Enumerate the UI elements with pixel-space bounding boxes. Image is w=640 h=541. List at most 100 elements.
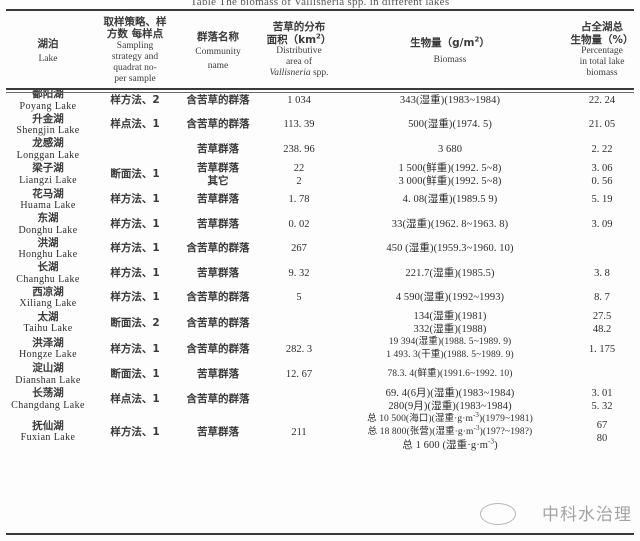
- cell-area-line: 12. 67: [285, 368, 313, 380]
- cell-percentage-line: 3. 06: [591, 162, 613, 174]
- cell-community: 含苦草的群落: [174, 310, 262, 336]
- cell-sampling-line: 样方法、1: [110, 291, 160, 304]
- lake-name-cn: 长湖: [37, 261, 59, 273]
- cell-percentage: 3. 09: [564, 212, 640, 237]
- cell-sampling-line: 样点法、1: [110, 118, 160, 131]
- cell-sampling-line: 样方法、1: [110, 342, 160, 355]
- cell-lake: 升金湖 Shengjin Lake: [0, 113, 96, 138]
- cell-community-line: 苦草群落: [197, 161, 239, 174]
- cell-area: 9. 32: [262, 261, 336, 286]
- cell-community: 含苦草的群落: [174, 336, 262, 362]
- cell-biomass-line: 134(湿重)(1981): [413, 311, 487, 322]
- cell-sampling-line: 样方法、1: [110, 242, 160, 255]
- cell-biomass: 221.7(湿重)(1985.5): [336, 261, 564, 286]
- column-header-biomass: 生物量（g/m2） Biomass: [336, 12, 564, 88]
- table-row: 长湖 Changhu Lake 样方法、1 苦草群落 9. 32 221.7(湿重)(19…: [0, 261, 640, 286]
- lake-name-en: Changhu Lake: [16, 273, 80, 285]
- lake-name-cn: 升金湖: [32, 112, 64, 125]
- lake-name-en: Changdang Lake: [11, 399, 85, 411]
- cell-area-line: 9. 32: [288, 267, 310, 279]
- cell-area-line: 238. 96: [283, 143, 315, 155]
- cell-percentage-line: 27.5: [592, 311, 612, 322]
- header-en-line: Percentage: [581, 46, 623, 56]
- cell-community-line: 含苦草的群落: [186, 393, 250, 405]
- lake-name-en: Xiliang Lake: [19, 298, 77, 309]
- table-row: 花马湖 Huama Lake 样方法、1 苦草群落 1. 78 4. 08(湿重)(198…: [0, 188, 640, 213]
- column-header-sampling: 取样策略、样 方数 每样点 Sampling strategy and quad…: [96, 12, 174, 88]
- header-en-line: Sampling: [116, 40, 154, 51]
- header-en-line: biomass: [586, 68, 618, 78]
- cell-area-line: 0. 02: [288, 218, 310, 230]
- cell-percentage: 21. 05: [564, 113, 640, 138]
- lake-name-cn: 洪湖: [37, 236, 59, 249]
- cell-lake: 龙感湖 Longgan Lake: [0, 137, 96, 162]
- cell-lake: 鄱阳湖 Poyang Lake: [0, 88, 96, 113]
- vallisneria-biomass-table: 湖泊 Lake 取样策略、样 方数 每样点 Sampling strategy …: [0, 12, 640, 452]
- table-row: 太湖 Taihu Lake 断面法、2 含苦草的群落 134(湿重)(1981) 332(…: [0, 310, 640, 336]
- cell-biomass: 4. 08(湿重)(1989.5 9): [336, 188, 564, 213]
- cell-lake: 洪湖 Honghu Lake: [0, 237, 96, 262]
- table-row: 东湖 Donghu Lake 样方法、1 苦草群落 0. 02 33(湿重)(1962. …: [0, 212, 640, 237]
- table-row: 洪泽湖 Hongze Lake 样方法、1 含苦草的群落 282. 3 19 394(湿重…: [0, 336, 640, 362]
- cell-percentage: [564, 237, 640, 262]
- cell-community: 苦草群落: [174, 261, 262, 286]
- header-en-line: Lake: [38, 53, 58, 64]
- lake-name-cn: 鄱阳湖: [32, 88, 64, 100]
- cell-sampling-line: 断面法、2: [110, 316, 160, 329]
- cell-sampling: 样方法、2: [96, 88, 174, 113]
- lake-name-cn: 龙感湖: [32, 137, 64, 149]
- column-header-percentage: 占全湖总 生物量（%） Percentage in total lake bio…: [564, 12, 640, 88]
- cell-community-line: 苦草群落: [197, 266, 239, 279]
- cell-biomass-line: 78.3. 4(鲜重)(1991.6~1992. 10): [387, 368, 513, 379]
- cell-community-line: 含苦草的群落: [186, 242, 250, 255]
- cell-biomass-line: 332(湿重)(1988): [413, 324, 487, 335]
- cell-lake: 长湖 Changhu Lake: [0, 261, 96, 286]
- cell-percentage-line: 2. 22: [591, 143, 613, 155]
- cell-community-line: 苦草群落: [197, 193, 239, 206]
- cell-biomass: 343(湿重)(1983~1984): [336, 88, 564, 113]
- cell-biomass: 69. 4(6月)(湿重)(1983~1984) 280(9月)(湿重)(1983…: [336, 387, 564, 413]
- cell-sampling: 样方法、1: [96, 336, 174, 362]
- rule-bottom: [6, 533, 634, 535]
- cell-biomass-line: 总 18 800(张营)(湿重·g·m-3)(197?~198?): [367, 423, 533, 437]
- column-header-lake: 湖泊 Lake: [0, 12, 96, 88]
- lake-name-en: Hongze Lake: [19, 349, 77, 361]
- cell-community-line: 含苦草的群落: [186, 316, 250, 329]
- cell-percentage-line: 67: [596, 420, 608, 431]
- lake-name-cn: 淀山湖: [32, 362, 64, 374]
- cell-community: 含苦草的群落: [174, 88, 262, 113]
- table-row: 洪湖 Honghu Lake 样方法、1 含苦草的群落 267 450 (湿重)(1959…: [0, 237, 640, 262]
- cell-percentage-line: 5. 19: [591, 194, 613, 206]
- cell-percentage-line: 3. 01: [591, 387, 613, 399]
- cell-area: 1 034: [262, 88, 336, 113]
- header-en-line-species: Vallisneria spp.: [269, 68, 329, 78]
- cell-community-line: 苦草群落: [197, 142, 239, 155]
- cell-biomass: 4 590(湿重)(1992~1993): [336, 286, 564, 311]
- cell-area: 12. 67: [262, 362, 336, 387]
- cell-lake: 洪泽湖 Hongze Lake: [0, 336, 96, 362]
- cell-percentage-line: 21. 05: [588, 119, 616, 131]
- cell-sampling: 断面法、1: [96, 162, 174, 188]
- cell-percentage: 3. 06 0. 56: [564, 162, 640, 188]
- cell-percentage-line: 48.2: [592, 324, 612, 335]
- cell-sampling: 样方法、1: [96, 413, 174, 452]
- cell-biomass-line: 33(湿重)(1962. 8~1963. 8): [391, 218, 509, 230]
- cell-sampling-line: 样方法、1: [110, 193, 160, 206]
- cell-biomass: 134(湿重)(1981) 332(湿重)(1988): [336, 310, 564, 336]
- cell-area: [262, 387, 336, 413]
- cell-lake: 长荡湖 Changdang Lake: [0, 387, 96, 413]
- cell-community: 苦草群落: [174, 188, 262, 213]
- header-row: 湖泊 Lake 取样策略、样 方数 每样点 Sampling strategy …: [0, 12, 640, 88]
- cell-area-line: 211: [291, 426, 307, 438]
- cell-percentage: 67 80: [564, 413, 640, 452]
- cell-biomass: 3 680: [336, 137, 564, 162]
- cell-biomass-line: 4. 08(湿重)(1989.5 9): [402, 194, 498, 206]
- cell-percentage-line: 8. 7: [594, 292, 610, 304]
- cell-sampling: [96, 137, 174, 162]
- lake-name-en: Liangzi Lake: [19, 174, 77, 186]
- header-en-line: per sample: [114, 73, 156, 84]
- header-en-line: Biomass: [433, 55, 467, 66]
- cell-percentage: 3. 01 5. 32: [564, 387, 640, 413]
- cell-community: 苦草群落 其它: [174, 162, 262, 188]
